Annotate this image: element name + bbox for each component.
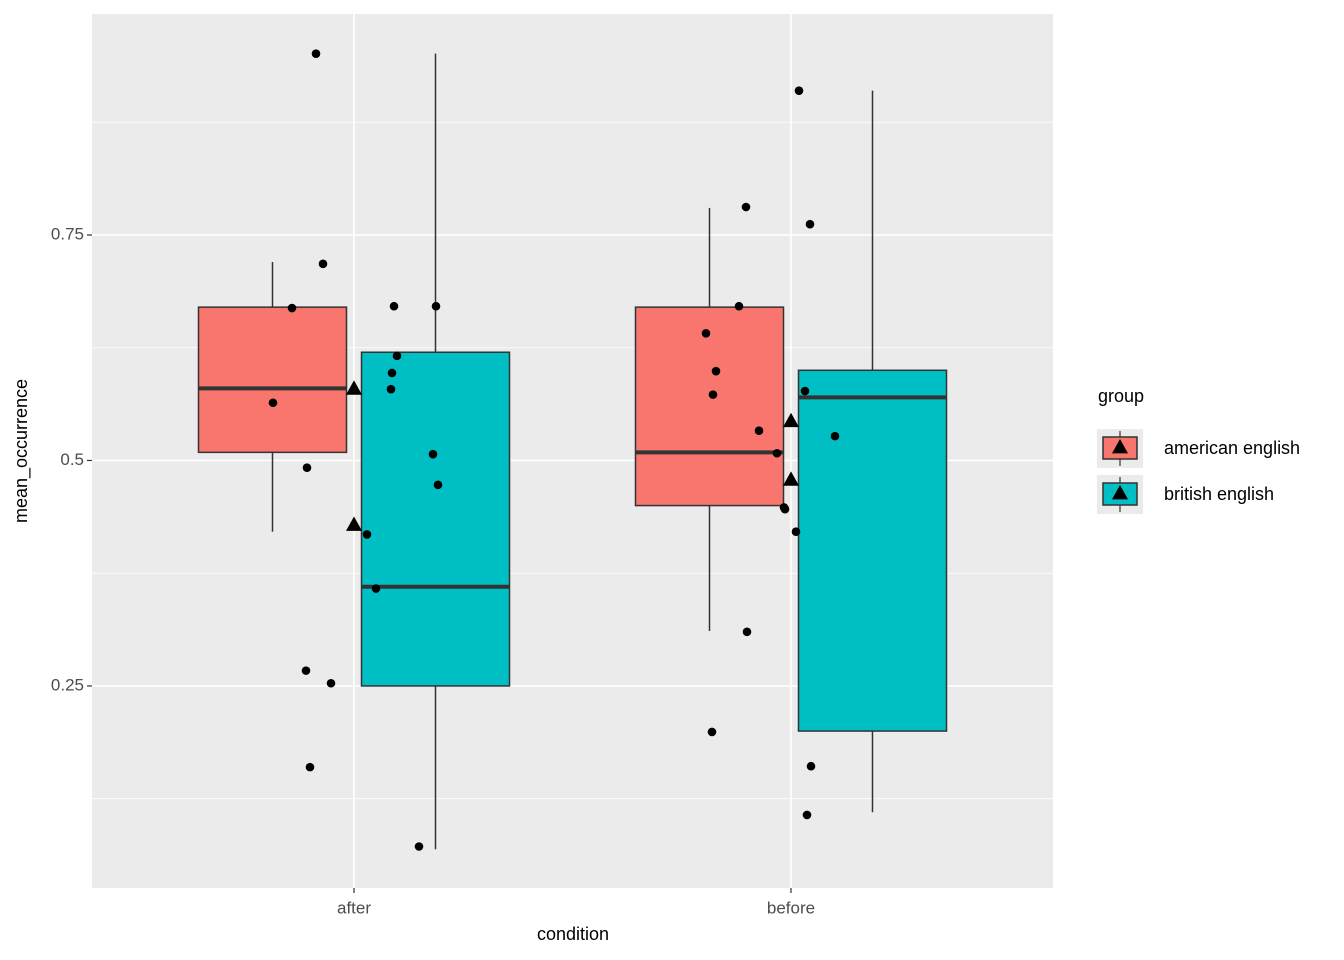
point [701, 328, 711, 338]
point [734, 301, 744, 311]
point [371, 584, 381, 593]
point [318, 259, 328, 269]
legend-key-mean [1112, 485, 1128, 500]
point [806, 761, 816, 771]
point [708, 390, 718, 399]
point [802, 810, 812, 820]
point [268, 398, 278, 408]
mean-marker [783, 412, 799, 428]
point [707, 727, 717, 737]
point [305, 762, 315, 772]
point [805, 219, 815, 229]
point [741, 202, 751, 212]
point [386, 384, 396, 394]
mean-marker [346, 380, 362, 395]
point [387, 368, 397, 378]
point [791, 527, 801, 537]
legend-label: american english [1164, 438, 1300, 458]
point [301, 666, 311, 675]
point [742, 627, 752, 637]
point [800, 386, 810, 396]
point [392, 351, 402, 361]
point [362, 530, 372, 539]
point [302, 463, 312, 472]
point [428, 449, 438, 459]
legend-title: group [1098, 386, 1144, 406]
box [197, 306, 348, 454]
box [634, 306, 785, 507]
point [711, 366, 721, 376]
box [797, 369, 948, 732]
x-axis-title: condition [537, 924, 609, 944]
mean-marker [783, 471, 799, 486]
point [772, 448, 782, 458]
point [830, 431, 840, 441]
legend-label: british english [1164, 484, 1274, 504]
y-tick-label: 0.5 [60, 450, 84, 469]
point [311, 49, 321, 58]
y-tick-label: 0.75 [51, 224, 84, 243]
mean-marker [346, 516, 362, 531]
x-tick-label: before [767, 898, 815, 917]
point [326, 678, 336, 688]
point [794, 86, 804, 95]
box [360, 351, 511, 687]
point [414, 842, 424, 851]
point [287, 303, 297, 313]
point [431, 301, 441, 311]
point [780, 504, 790, 514]
y-axis-title: mean_occurrence [11, 379, 32, 523]
point [754, 426, 764, 436]
x-tick-label: after [337, 898, 371, 917]
legend-key-mean [1112, 439, 1128, 454]
point [389, 301, 399, 311]
point [433, 480, 443, 490]
y-tick-label: 0.25 [51, 675, 84, 694]
